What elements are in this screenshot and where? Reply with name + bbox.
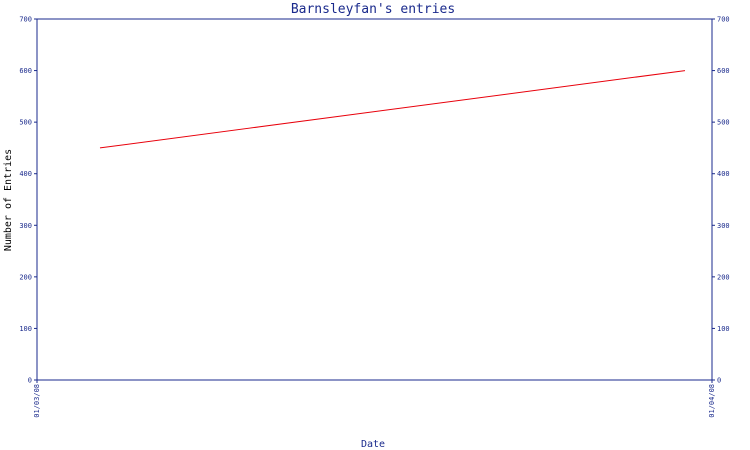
y-tick-label-left: 0 xyxy=(28,377,32,385)
series-group xyxy=(99,70,686,149)
y-tick-label-right: 500 xyxy=(717,119,730,127)
x-tick-label: 01/04/08 xyxy=(708,384,716,418)
x-axis-label: Date xyxy=(361,439,385,450)
y-tick-label-right: 100 xyxy=(717,325,730,333)
series-line xyxy=(99,70,686,149)
x-tick-label: 01/03/08 xyxy=(33,384,41,418)
y-tick-label-right: 0 xyxy=(717,377,721,385)
y-tick-label-right: 400 xyxy=(717,170,730,178)
y-tick-label-left: 100 xyxy=(19,325,32,333)
x-axis: 01/03/08 01/04/08 xyxy=(33,380,716,418)
y-tick-label-left: 300 xyxy=(19,222,32,230)
y-tick-label-left: 500 xyxy=(19,119,32,127)
y-tick-label-left: 600 xyxy=(19,67,32,75)
y-tick-label-right: 600 xyxy=(717,67,730,75)
y-tick-label-left: 200 xyxy=(19,273,32,281)
y-tick-label-right: 300 xyxy=(717,222,730,230)
left-y-axis: 0 100 200 300 400 500 600 700 xyxy=(19,16,37,385)
y-tick-label-right: 200 xyxy=(717,273,730,281)
chart-title: Barnsleyfan's entries xyxy=(291,2,455,17)
y-tick-label-left: 400 xyxy=(19,170,32,178)
y-tick-label-right: 700 xyxy=(717,16,730,24)
y-axis-label: Number of Entries xyxy=(3,149,14,251)
right-y-axis: 0 100 200 300 400 500 600 700 xyxy=(712,16,730,385)
plot-area xyxy=(36,18,713,381)
y-tick-label-left: 700 xyxy=(19,16,32,24)
